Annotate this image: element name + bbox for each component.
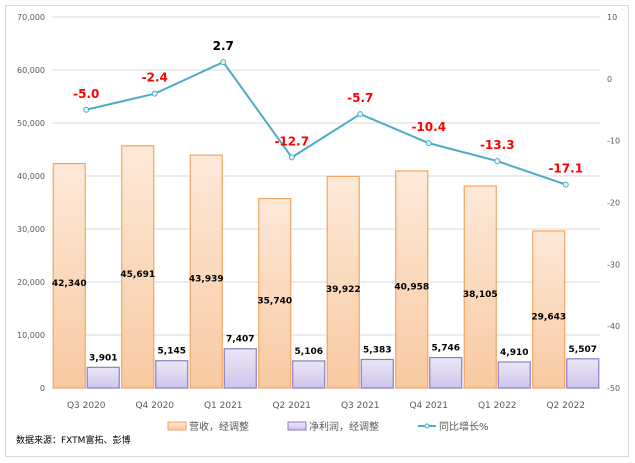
revenue-bar bbox=[395, 170, 429, 389]
revenue-data-label: 45,691 bbox=[120, 270, 155, 280]
category-label: Q3 2021 bbox=[341, 401, 380, 411]
profit-data-label: 3,901 bbox=[89, 353, 117, 363]
profit-bar bbox=[292, 360, 326, 389]
revenue-data-label: 39,922 bbox=[326, 285, 361, 295]
revenue-bar bbox=[463, 185, 497, 389]
category-label: Q4 2021 bbox=[409, 401, 448, 411]
profit-data-label: 7,407 bbox=[226, 335, 254, 345]
growth-data-label: -5.0 bbox=[73, 87, 99, 101]
growth-data-label: -2.4 bbox=[142, 71, 168, 85]
profit-data-label: 5,106 bbox=[295, 347, 323, 357]
profit-data-label: 5,746 bbox=[432, 344, 460, 354]
growth-data-label: -17.1 bbox=[548, 162, 583, 176]
growth-point bbox=[425, 140, 432, 147]
growth-data-label: 2.7 bbox=[213, 39, 234, 53]
category-label: Q1 2022 bbox=[478, 401, 517, 411]
profit-bar bbox=[223, 348, 257, 389]
left-axis-tick: 30,000 bbox=[17, 225, 45, 234]
profit-data-label: 4,910 bbox=[500, 348, 528, 358]
right-axis-tick: -50 bbox=[607, 384, 620, 393]
profit-bar bbox=[429, 356, 463, 389]
revenue-bar bbox=[326, 175, 360, 389]
legend-growth-label: 同比增长% bbox=[439, 420, 489, 433]
revenue-data-label: 35,740 bbox=[257, 296, 292, 306]
profit-bar bbox=[86, 366, 120, 389]
left-axis-tick: 20,000 bbox=[17, 278, 45, 287]
left-axis-tick: 50,000 bbox=[17, 119, 45, 128]
right-axis-tick: -10 bbox=[607, 137, 620, 146]
legend-profit-label: 净利润，经调整 bbox=[309, 420, 379, 433]
right-axis-tick: -20 bbox=[607, 199, 620, 208]
right-axis-tick: -40 bbox=[607, 322, 620, 331]
revenue-data-label: 38,105 bbox=[463, 290, 498, 300]
growth-data-label: -5.7 bbox=[347, 91, 373, 105]
legend-profit-swatch bbox=[287, 421, 307, 431]
profit-bar bbox=[360, 358, 394, 389]
revenue-data-label: 40,958 bbox=[394, 282, 429, 292]
category-label: Q1 2021 bbox=[204, 401, 243, 411]
profit-data-label: 5,507 bbox=[569, 345, 597, 355]
category-label: Q3 2020 bbox=[67, 401, 106, 411]
growth-line bbox=[86, 60, 567, 186]
category-label: Q2 2022 bbox=[546, 401, 585, 411]
profit-data-label: 5,145 bbox=[158, 347, 186, 357]
growth-point bbox=[83, 106, 90, 113]
growth-data-label: -12.7 bbox=[274, 134, 309, 148]
profit-data-label: 5,383 bbox=[363, 345, 391, 355]
left-axis-tick: 60,000 bbox=[17, 66, 45, 75]
legend-revenue-swatch bbox=[167, 421, 187, 431]
growth-point bbox=[494, 158, 501, 165]
chart-frame bbox=[5, 5, 629, 457]
profit-bar bbox=[155, 360, 189, 389]
category-label: Q4 2020 bbox=[135, 401, 174, 411]
revenue-bar bbox=[189, 154, 223, 389]
left-axis-tick: 0 bbox=[40, 384, 45, 393]
source-note: 数据来源：FXTM富拓、彭博 bbox=[16, 436, 131, 446]
right-axis-tick: 10 bbox=[607, 13, 617, 22]
left-axis-tick: 10,000 bbox=[17, 331, 45, 340]
profit-bar bbox=[566, 358, 600, 389]
right-axis-tick: -30 bbox=[607, 260, 620, 269]
left-axis-tick: 40,000 bbox=[17, 172, 45, 181]
legend-growth-marker bbox=[424, 423, 430, 429]
category-label: Q2 2021 bbox=[272, 401, 311, 411]
growth-point bbox=[220, 59, 227, 66]
right-axis-tick: 0 bbox=[607, 75, 612, 84]
revenue-bar bbox=[52, 162, 86, 389]
revenue-bar bbox=[532, 230, 566, 389]
growth-point bbox=[151, 90, 158, 97]
growth-data-label: -10.4 bbox=[411, 120, 446, 134]
legend-revenue-label: 营收，经调整 bbox=[189, 420, 249, 433]
revenue-data-label: 42,340 bbox=[52, 279, 87, 289]
growth-data-label: -13.3 bbox=[480, 138, 515, 152]
revenue-bar bbox=[121, 145, 155, 389]
profit-bar bbox=[497, 361, 531, 389]
growth-point bbox=[562, 181, 569, 188]
growth-point bbox=[288, 154, 295, 161]
revenue-data-label: 43,939 bbox=[189, 275, 224, 285]
growth-point bbox=[357, 111, 364, 118]
left-axis-tick: 70,000 bbox=[17, 13, 45, 22]
revenue-data-label: 29,643 bbox=[531, 312, 566, 322]
revenue-bar bbox=[258, 197, 292, 389]
